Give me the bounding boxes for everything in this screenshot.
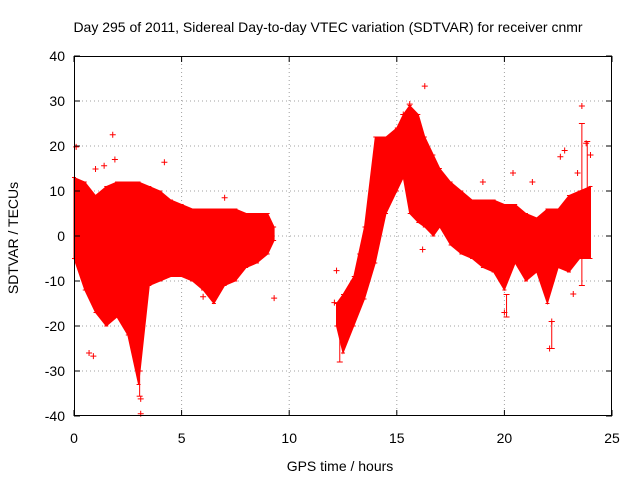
axes-layer: 0 5 10 15 20 25 -40 -30 -20 -10 0 10 20 30 40 <box>45 48 620 446</box>
x-axis-label: GPS time / hours <box>287 458 394 474</box>
data-point <box>406 101 413 108</box>
x-tick-label: 10 <box>281 430 297 446</box>
y-tick-label: 30 <box>49 93 65 109</box>
data-point <box>137 395 144 402</box>
data-point <box>200 293 207 300</box>
y-tick-label: 0 <box>57 228 65 244</box>
data-point <box>124 287 131 293</box>
data-point <box>111 156 118 163</box>
data-point <box>510 170 517 176</box>
y-tick-label: 10 <box>49 183 65 199</box>
data-point <box>578 102 585 109</box>
data-point <box>101 162 108 169</box>
data-point <box>367 231 374 238</box>
data-point <box>90 353 97 360</box>
series-layer <box>72 83 594 417</box>
x-tick-label: 5 <box>178 430 186 446</box>
data-point <box>529 179 536 185</box>
data-point <box>109 131 116 138</box>
gridlines <box>74 56 612 416</box>
y-tick-label: -20 <box>45 318 65 334</box>
data-point <box>574 170 581 176</box>
data-point <box>587 152 594 158</box>
data-point <box>331 299 338 306</box>
data-point <box>86 350 93 356</box>
y-tick-label: 20 <box>49 138 65 154</box>
chart-title: Day 295 of 2011, Sidereal Day-to-day VTE… <box>73 19 582 35</box>
x-tick-label: 25 <box>604 430 620 446</box>
data-point <box>561 147 568 154</box>
data-point <box>419 246 426 253</box>
data-point <box>400 111 407 118</box>
data-point <box>548 318 555 325</box>
data-point <box>221 194 228 201</box>
data-point <box>333 267 340 274</box>
data-point <box>421 83 428 90</box>
data-point <box>479 179 486 185</box>
y-tick-label: -10 <box>45 273 65 289</box>
y-tick-label: -30 <box>45 363 65 379</box>
data-point <box>271 295 278 302</box>
y-axis-label: SDTVAR / TECUs <box>5 182 21 294</box>
y-tick-label: -40 <box>45 408 65 424</box>
x-tick-label: 0 <box>70 430 78 446</box>
x-tick-label: 15 <box>389 430 405 446</box>
y-tick-label: 40 <box>49 48 65 64</box>
x-tick-label: 20 <box>497 430 513 446</box>
data-point <box>161 159 168 166</box>
data-point <box>501 309 508 316</box>
data-point <box>557 153 564 160</box>
data-point <box>546 345 553 352</box>
data-point <box>583 140 590 147</box>
data-point <box>357 251 364 257</box>
data-point <box>92 165 99 172</box>
data-point <box>570 291 577 298</box>
